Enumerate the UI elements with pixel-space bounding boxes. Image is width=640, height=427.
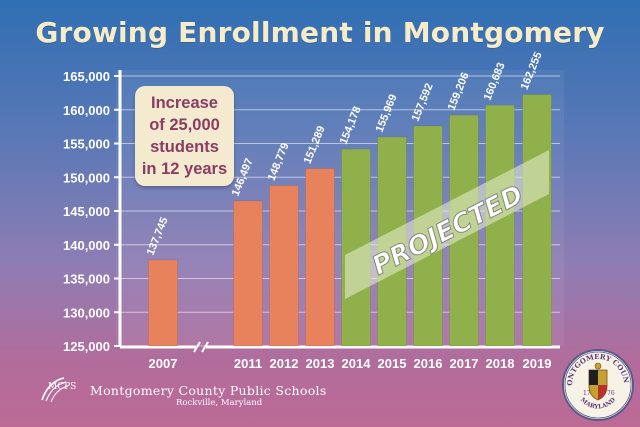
y-tick-label: 140,000	[63, 238, 110, 253]
x-tick-label-2013: 2013	[306, 356, 335, 371]
bar-2011	[233, 200, 263, 347]
x-tick-label-2017: 2017	[450, 356, 479, 371]
y-tick-label: 150,000	[63, 170, 110, 185]
chart-title: Growing Enrollment in Montgomery	[35, 16, 605, 49]
bar-2013	[305, 168, 335, 347]
x-tick-label-2012: 2012	[270, 356, 299, 371]
x-tick-label-2014: 2014	[342, 356, 372, 371]
county-seal-icon: MONTGOMERY COUNTY MARYLAND 17 76	[561, 348, 634, 421]
bar-2007	[148, 259, 178, 347]
x-tick-label-2015: 2015	[378, 356, 407, 371]
seal-year-left: 17	[583, 390, 591, 397]
increase-callout: Increase of 25,000 students in 12 years	[135, 86, 234, 186]
mcps-logo-icon: MCPS	[41, 377, 76, 403]
x-tick-label-2007: 2007	[149, 356, 178, 371]
org-name: Montgomery County Public Schools	[90, 383, 327, 398]
callout-line-4: in 12 years	[141, 160, 228, 178]
bar-2018	[485, 104, 515, 347]
bar-2019	[522, 94, 552, 347]
projected-band	[345, 150, 549, 299]
x-tick-label-2019: 2019	[523, 356, 552, 371]
seal-year-right: 76	[607, 390, 615, 397]
x-tick-label-2016: 2016	[414, 356, 443, 371]
logo-text: MCPS	[48, 382, 76, 392]
y-tick-label: 135,000	[63, 272, 110, 287]
y-tick-label: 160,000	[63, 103, 110, 118]
y-tick-label: 155,000	[63, 137, 110, 152]
x-tick-label-2018: 2018	[486, 356, 515, 371]
callout-line-1: Increase	[151, 94, 218, 112]
y-tick-label: 130,000	[63, 305, 110, 320]
y-tick-label: 145,000	[63, 204, 110, 219]
axis-break-mark	[201, 341, 209, 353]
callout-line-2: of 25,000	[149, 116, 220, 134]
org-location: Rockville, Maryland	[176, 398, 263, 408]
callout-line-3: students	[150, 138, 219, 156]
bar-2012	[269, 185, 299, 347]
x-tick-label-2011: 2011	[234, 356, 262, 371]
axis-break-mark	[193, 341, 201, 353]
y-tick-label: 165,000	[63, 69, 110, 84]
y-tick-label: 125,000	[63, 339, 110, 354]
